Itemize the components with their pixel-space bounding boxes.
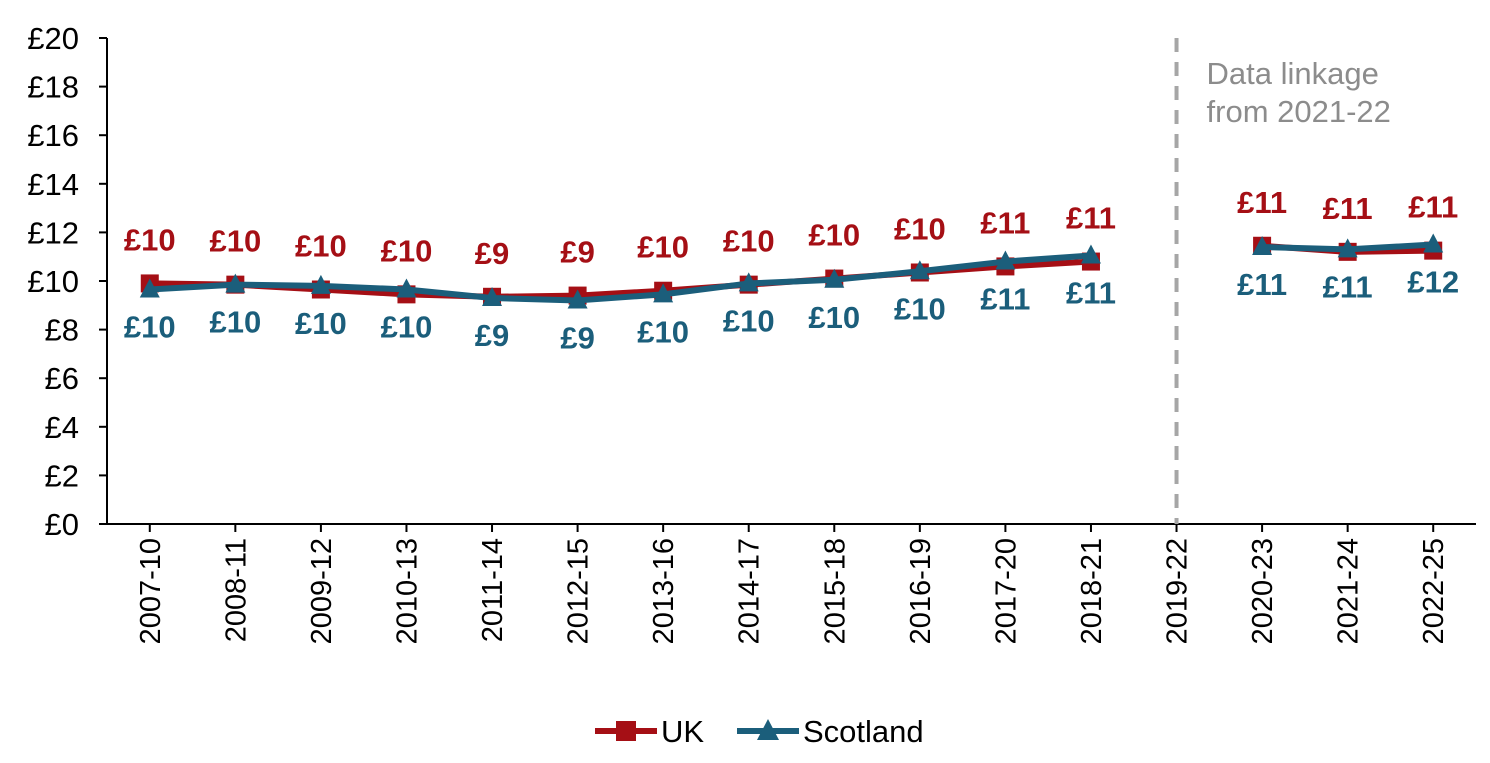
x-tick-label: 2022-25 <box>1418 538 1450 644</box>
x-tick-label: 2017-20 <box>990 538 1022 644</box>
x-tick-label: 2018-21 <box>1076 538 1108 644</box>
y-tick-label: £10 <box>27 264 79 299</box>
data-label-scotland: £9 <box>560 320 594 355</box>
y-tick-label: £20 <box>27 21 79 56</box>
x-tick-label: 2020-23 <box>1247 538 1279 644</box>
data-label-scotland: £9 <box>475 318 509 353</box>
legend-label-scotland: Scotland <box>803 714 924 749</box>
data-label-scotland: £10 <box>124 310 176 345</box>
x-tick-label: 2007-10 <box>135 538 167 644</box>
point-scotland <box>482 287 503 307</box>
point-scotland <box>738 272 759 292</box>
point-scotland <box>225 273 246 293</box>
data-label-uk: £11 <box>980 205 1030 240</box>
data-label-uk: £9 <box>475 236 509 271</box>
data-label-scotland: £12 <box>1407 265 1459 300</box>
annotation-text: Data linkage <box>1207 56 1379 91</box>
annotation-text: from 2021-22 <box>1207 94 1391 129</box>
y-tick-label: £4 <box>45 410 79 445</box>
data-label-uk: £10 <box>637 230 689 265</box>
data-label-uk: £10 <box>894 211 946 246</box>
data-label-scotland: £10 <box>723 303 775 338</box>
point-scotland <box>567 289 588 309</box>
data-label-scotland: £11 <box>1066 275 1116 310</box>
x-tick-label: 2016-19 <box>905 538 937 644</box>
point-scotland <box>824 268 845 288</box>
data-label-uk: £10 <box>723 224 775 259</box>
x-tick-label: 2015-18 <box>819 538 851 644</box>
data-label-uk: £10 <box>295 229 347 264</box>
point-scotland <box>396 278 417 298</box>
x-tick-label: 2019-22 <box>1162 538 1194 644</box>
point-scotland <box>310 274 331 294</box>
y-axis: £0 £2 £4 £6 £8 £10 £12 £14 £16 £18 £20 <box>27 21 108 542</box>
legend: UK Scotland <box>595 714 924 749</box>
x-axis: 2007-10 2008-11 2009-12 2010-13 2011-14 2012-… <box>107 523 1476 644</box>
point-scotland <box>653 283 674 303</box>
series-group <box>139 233 1444 309</box>
y-tick-label: £16 <box>27 118 79 153</box>
y-tick-label: £8 <box>45 313 79 348</box>
y-tick-label: £0 <box>45 507 79 542</box>
x-tick-label: 2021-24 <box>1333 538 1365 644</box>
data-label-scotland: £11 <box>980 282 1030 317</box>
point-scotland <box>1337 238 1358 258</box>
series-line-scotland <box>149 252 1092 304</box>
point-scotland <box>1252 235 1273 255</box>
point-scotland <box>909 260 930 280</box>
y-tick-label: £18 <box>27 70 79 105</box>
data-label-uk: £9 <box>560 235 594 270</box>
data-labels: £10 £10 £10 £10 £9 £9 £10 £10 £10 £10 £11 £11 £11 £11… <box>124 185 1459 356</box>
x-tick-label: 2008-11 <box>220 538 252 642</box>
data-label-uk: £10 <box>124 222 176 257</box>
y-tick-label: £12 <box>27 215 79 250</box>
data-label-uk: £11 <box>1408 190 1458 225</box>
data-label-uk: £11 <box>1066 201 1116 236</box>
data-label-scotland: £11 <box>1237 267 1287 302</box>
x-tick-label: 2010-13 <box>391 538 423 644</box>
legend-label-uk: UK <box>661 714 704 749</box>
x-tick-label: 2014-17 <box>734 538 766 644</box>
point-scotland <box>1080 244 1101 264</box>
y-tick-label: £6 <box>45 361 79 396</box>
data-label-scotland: £10 <box>209 305 261 340</box>
legend-marker-scotland <box>757 719 779 740</box>
data-label-scotland: £10 <box>894 291 946 326</box>
x-tick-label: 2009-12 <box>306 538 338 644</box>
data-label-scotland: £10 <box>381 310 433 345</box>
y-tick-label: £14 <box>27 167 79 202</box>
data-label-scotland: £10 <box>637 314 689 349</box>
data-label-uk: £10 <box>381 233 433 268</box>
point-scotland <box>995 250 1016 270</box>
data-label-scotland: £10 <box>808 300 860 335</box>
y-tick-label: £2 <box>45 458 79 493</box>
point-scotland <box>139 278 160 298</box>
data-label-uk: £10 <box>808 218 860 253</box>
data-label-uk: £11 <box>1237 185 1287 220</box>
data-label-uk: £10 <box>209 224 261 259</box>
data-label-uk: £11 <box>1323 191 1373 226</box>
x-tick-label: 2012-15 <box>563 538 595 644</box>
data-label-scotland: £10 <box>295 306 347 341</box>
legend-marker-uk <box>616 721 636 741</box>
x-tick-label: 2011-14 <box>477 538 509 642</box>
point-scotland <box>1423 233 1444 253</box>
x-tick-label: 2013-16 <box>648 538 680 644</box>
data-label-scotland: £11 <box>1323 269 1373 304</box>
